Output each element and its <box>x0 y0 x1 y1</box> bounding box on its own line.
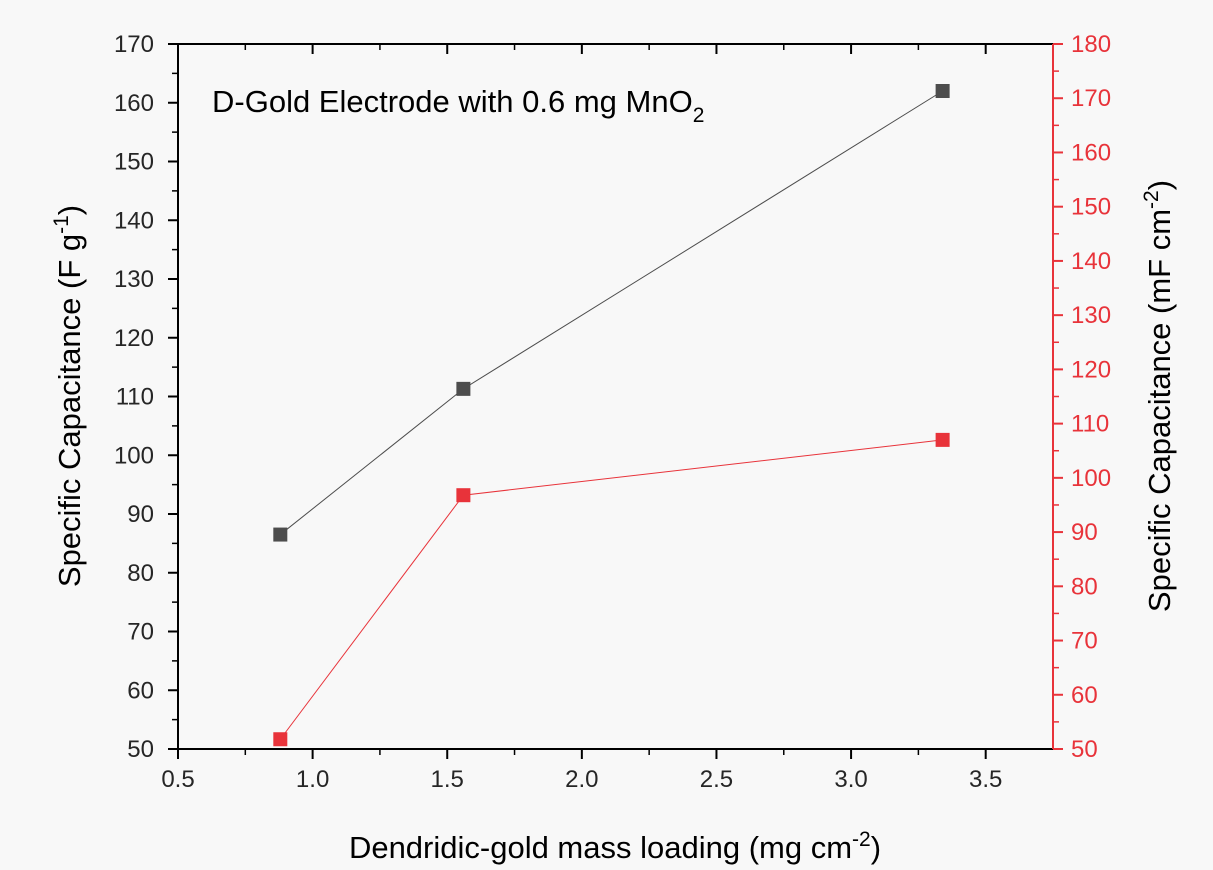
y-left-tick-label: 90 <box>127 501 154 528</box>
series-left-point <box>273 527 288 542</box>
series-right-point <box>273 732 288 747</box>
x-tick-label: 1.0 <box>296 766 329 793</box>
y-right-tick-label: 50 <box>1071 736 1098 763</box>
series-right-point <box>456 488 471 503</box>
x-tick-label: 3.5 <box>969 766 1002 793</box>
x-tick-label: 1.5 <box>431 766 464 793</box>
y-left-tick-label: 80 <box>127 560 154 587</box>
x-axis-ticks: 0.5 1.0 1.5 2.0 2.5 3.0 3.5 <box>161 44 1002 793</box>
y-right-tick-label: 180 <box>1071 31 1111 58</box>
y-right-tick-label: 70 <box>1071 628 1098 655</box>
series-left-point <box>935 84 950 98</box>
y-right-tick-label: 140 <box>1071 248 1111 275</box>
series-right-point <box>935 432 950 447</box>
series-layer <box>273 84 950 747</box>
y-right-tick-label: 100 <box>1071 465 1111 492</box>
y-right-tick-label: 120 <box>1071 356 1111 383</box>
y-left-tick-label: 70 <box>127 619 154 646</box>
y-right-tick-label: 60 <box>1071 682 1098 709</box>
x-axis-label: Dendridic-gold mass loading (mg cm-2) <box>349 828 881 865</box>
y-right-tick-label: 130 <box>1071 302 1111 329</box>
y-right-tick-label: 110 <box>1071 411 1109 438</box>
series-left-point <box>456 381 471 396</box>
y-left-tick-label: 150 <box>114 149 154 176</box>
y-right-axis-label: Specific Capacitance (mF cm-2) <box>1140 180 1177 612</box>
x-tick-label: 0.5 <box>161 766 194 793</box>
y-right-tick-label: 150 <box>1071 194 1111 221</box>
y-left-tick-label: 60 <box>127 677 154 704</box>
y-right-tick-label: 160 <box>1071 139 1111 166</box>
y-left-tick-label: 100 <box>114 442 154 469</box>
x-tick-label: 2.5 <box>700 766 733 793</box>
chart-title: D-Gold Electrode with 0.6 mg MnO2 <box>212 84 704 127</box>
y-left-tick-label: 130 <box>114 266 154 293</box>
y-left-tick-label: 160 <box>114 90 154 117</box>
y-right-tick-label: 170 <box>1071 85 1111 112</box>
y-left-tick-label: 140 <box>114 207 154 234</box>
y-right-tick-label: 80 <box>1071 573 1098 600</box>
x-tick-label: 3.0 <box>834 766 867 793</box>
y-left-tick-label: 120 <box>114 325 154 352</box>
x-tick-label: 2.0 <box>565 766 598 793</box>
y-right-tick-label: 90 <box>1071 519 1098 546</box>
y-left-axis-ticks: 50 60 70 80 90 100 110 120 130 140 150 160 170 <box>114 31 178 763</box>
y-left-axis-label: Specific Capacitance (F g-1) <box>50 205 87 587</box>
y-left-tick-label: 50 <box>127 736 154 763</box>
y-right-axis-ticks: 50 60 70 80 90 100 110 120 130 140 150 160 170 180 <box>1053 31 1111 763</box>
y-left-tick-label: 110 <box>116 384 154 411</box>
y-left-tick-label: 170 <box>114 31 154 58</box>
